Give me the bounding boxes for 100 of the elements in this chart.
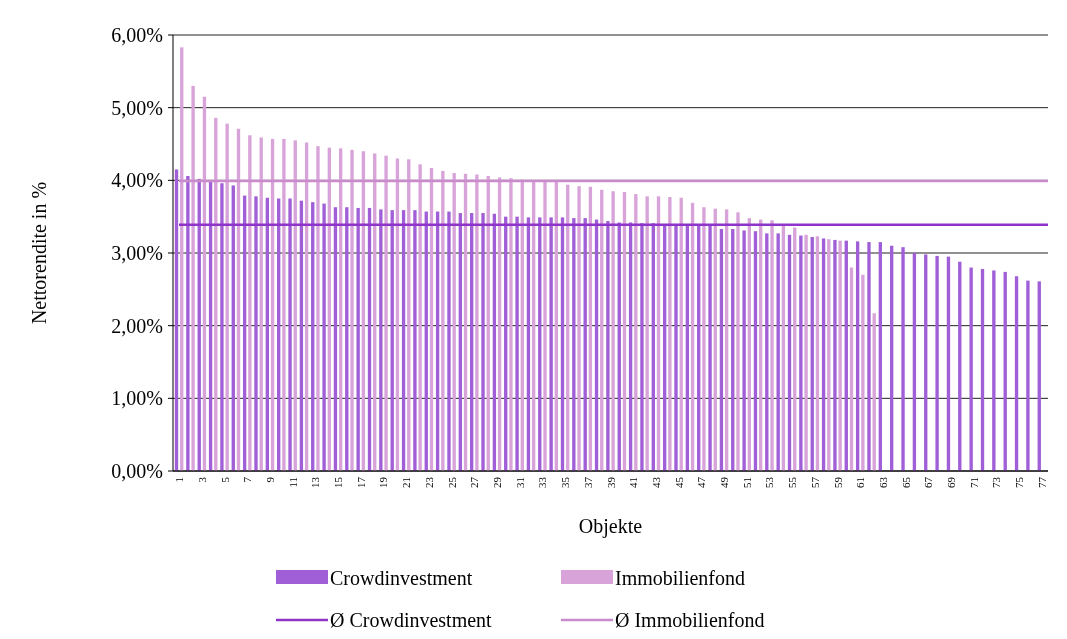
x-tick-label: 61 <box>854 477 867 488</box>
bar <box>186 175 190 471</box>
x-tick-label: 11 <box>286 477 299 488</box>
bar <box>833 239 837 471</box>
x-tick-label: 31 <box>513 477 526 488</box>
y-tick-label: 6,00% <box>111 24 163 46</box>
bar <box>572 218 576 471</box>
x-tick-label: 23 <box>422 476 435 488</box>
y-tick-label: 0,00% <box>111 460 163 482</box>
x-tick-label: 13 <box>309 476 322 488</box>
bar <box>799 235 803 471</box>
bar <box>969 267 973 471</box>
bar <box>481 213 485 471</box>
x-tick-label: 73 <box>990 476 1003 488</box>
y-tick-label: 4,00% <box>111 169 163 192</box>
x-tick-label: 33 <box>536 476 549 488</box>
x-tick-label: 63 <box>876 476 889 488</box>
bar <box>765 233 769 471</box>
y-tick-label: 5,00% <box>111 96 163 119</box>
x-tick-label: 21 <box>400 477 413 488</box>
x-tick-label: 17 <box>354 476 367 488</box>
x-tick-label: 59 <box>831 476 844 488</box>
bar <box>515 216 519 471</box>
bar <box>611 191 615 471</box>
bar <box>418 164 422 471</box>
x-tick-label: 39 <box>604 476 617 488</box>
x-axis-title: Objekte <box>578 515 643 538</box>
x-tick-label: 25 <box>445 476 458 488</box>
bar <box>861 274 865 471</box>
bar <box>901 247 905 471</box>
bar <box>282 138 286 471</box>
bar <box>855 241 860 471</box>
bar <box>549 217 553 471</box>
bar <box>776 233 780 471</box>
x-tick-label: 49 <box>718 476 731 488</box>
x-tick-label: 5 <box>218 476 231 483</box>
x-tick-label: 15 <box>332 476 345 488</box>
bar <box>1026 280 1030 471</box>
x-tick-label: 35 <box>559 476 572 488</box>
legend-label: Immobilienfond <box>615 567 745 589</box>
bar <box>992 270 996 471</box>
x-tick-label: 7 <box>241 476 254 483</box>
y-tick-label: 3,00% <box>111 242 163 264</box>
x-tick-label: 27 <box>468 476 481 488</box>
bar <box>753 231 758 471</box>
y-axis-title: Nettorendite in % <box>28 181 50 325</box>
bar <box>645 196 649 471</box>
bar <box>475 174 479 471</box>
x-tick-label: 19 <box>377 476 390 488</box>
bar <box>867 242 871 471</box>
bar <box>804 234 808 471</box>
x-tick-label: 67 <box>922 476 935 488</box>
bar <box>543 181 547 471</box>
x-tick-label: 41 <box>627 477 640 488</box>
x-tick-label: 77 <box>1035 476 1048 488</box>
bar <box>384 155 388 471</box>
bar <box>702 207 706 471</box>
x-tick-label: 51 <box>740 477 753 488</box>
x-tick-label: 45 <box>672 476 685 488</box>
x-tick-label: 53 <box>763 476 776 488</box>
x-tick-label: 47 <box>695 476 708 488</box>
bar <box>924 254 928 471</box>
x-tick-label: 3 <box>195 476 208 483</box>
legend-label: Crowdinvestment <box>330 567 473 589</box>
bar <box>288 198 292 471</box>
x-tick-label: 75 <box>1013 476 1026 488</box>
bar <box>674 223 678 471</box>
bar <box>316 146 320 471</box>
y-tick-label: 1,00% <box>111 387 163 410</box>
bar <box>254 196 258 471</box>
x-tick-label: 1 <box>173 477 186 483</box>
bar <box>509 178 513 471</box>
bar <box>935 255 939 471</box>
x-tick-label: 71 <box>967 477 980 488</box>
bar <box>708 225 712 471</box>
bar <box>742 230 746 471</box>
bar <box>441 170 445 471</box>
bar <box>577 186 581 471</box>
bar <box>379 209 383 471</box>
bar <box>174 169 179 471</box>
x-tick-label: 57 <box>808 476 821 488</box>
x-tick-label: 65 <box>899 476 912 488</box>
x-tick-label: 43 <box>649 476 662 488</box>
y-tick-label: 2,00% <box>111 314 163 337</box>
x-tick-label: 55 <box>786 476 799 488</box>
bar <box>815 236 820 471</box>
bar <box>606 221 610 471</box>
bar <box>356 207 360 471</box>
bar <box>191 85 195 471</box>
x-tick-label: 69 <box>945 476 958 488</box>
bar <box>770 220 774 471</box>
legend-label: Ø Crowdinvestment <box>330 609 493 631</box>
x-tick-label: 29 <box>490 476 503 488</box>
x-tick-label: 37 <box>581 476 594 488</box>
bar <box>322 203 326 471</box>
legend-label: Ø Immobilienfond <box>615 609 765 631</box>
bar <box>821 238 826 471</box>
bar <box>838 240 842 471</box>
bar <box>736 212 740 471</box>
bar <box>225 123 229 471</box>
